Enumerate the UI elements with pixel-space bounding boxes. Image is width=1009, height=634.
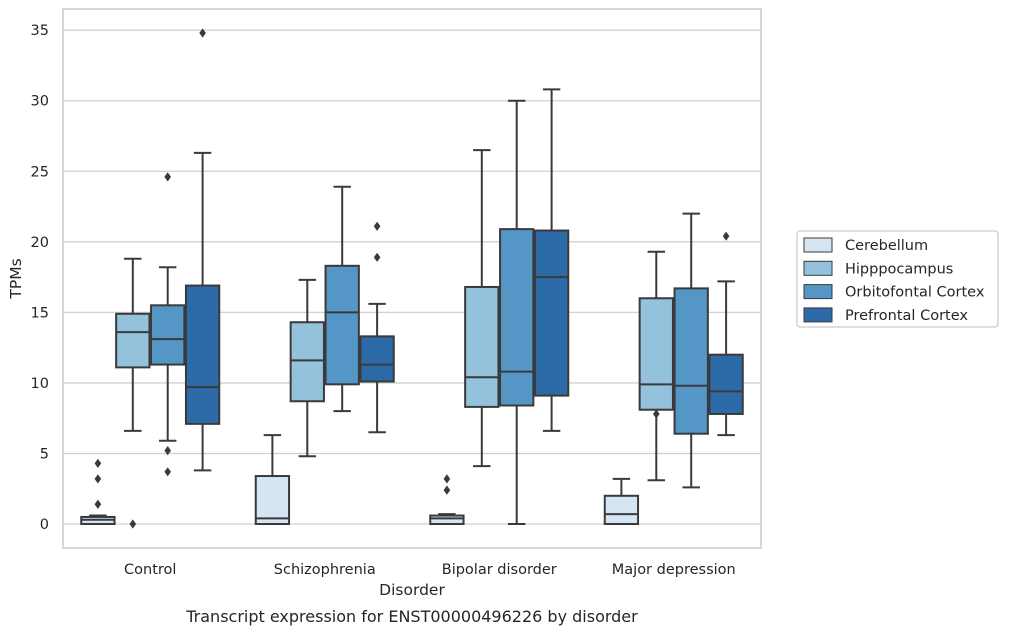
- iqr-box: [150, 304, 186, 366]
- box-series-layer: [80, 28, 744, 529]
- x-tick-label-major-depression: Major depression: [612, 562, 736, 578]
- box-orbitofontal-cortex-bipolar-disorder: [499, 99, 535, 526]
- outlier-point: [652, 409, 660, 419]
- y-tick-label: 30: [31, 94, 49, 110]
- y-axis-ticks: 0 5 10 15 20 25 30 35: [31, 23, 49, 533]
- x-tick-label-bipolar-disorder: Bipolar disorder: [442, 562, 557, 578]
- y-tick-label: 35: [31, 23, 49, 39]
- x-tick-label-schizophrenia: Schizophrenia: [274, 562, 376, 578]
- box-cerebellum-major-depression: [603, 477, 640, 526]
- iqr-box: [324, 264, 360, 386]
- legend-item-orbitofontal-cortex: Orbitofontal Cortex: [803, 284, 985, 301]
- series-hipppocampus: [115, 149, 674, 529]
- box-hipppocampus-bipolar-disorder: [464, 149, 500, 468]
- iqr-box: [533, 229, 570, 397]
- legend-item-cerebellum: Cerebellum: [803, 237, 928, 254]
- legend-label: Hipppocampus: [845, 261, 953, 277]
- iqr-box: [289, 321, 325, 403]
- outlier-point: [129, 519, 137, 529]
- box-orbitofontal-cortex-major-depression: [673, 212, 709, 489]
- iqr-box: [464, 285, 500, 408]
- iqr-box: [673, 287, 709, 435]
- outlier-point: [94, 458, 102, 468]
- x-tick-label-control: Control: [124, 562, 176, 578]
- iqr-box: [429, 514, 465, 526]
- outlier-point: [164, 446, 172, 456]
- y-tick-label: 10: [31, 376, 49, 392]
- iqr-box: [638, 297, 674, 411]
- legend-swatch: [803, 284, 833, 300]
- legend-label: Cerebellum: [845, 238, 928, 254]
- iqr-box: [115, 312, 151, 369]
- series-cerebellum: [80, 434, 640, 526]
- outlier-point: [443, 474, 451, 484]
- legend-swatch: [803, 237, 833, 253]
- box-hipppocampus-schizophrenia: [289, 278, 325, 458]
- box-hipppocampus-control: [115, 257, 151, 529]
- outlier-point: [443, 485, 451, 495]
- outlier-point: [373, 221, 381, 231]
- box-hipppocampus-major-depression: [638, 250, 674, 482]
- legend: Cerebellum Hipppocampus Orbitofontal Corte…: [796, 230, 999, 328]
- y-axis-label: TPMs: [7, 258, 25, 299]
- iqr-box: [603, 494, 640, 526]
- iqr-box: [184, 284, 221, 425]
- outlier-point: [199, 28, 206, 38]
- iqr-box: [499, 228, 535, 407]
- box-orbitofontal-cortex-control: [150, 172, 186, 477]
- box-cerebellum-control: [80, 458, 116, 526]
- legend-swatch: [803, 307, 833, 323]
- chart-caption: Transcript expression for ENST0000049622…: [185, 607, 638, 626]
- series-prefrontal-cortex: [184, 28, 744, 472]
- plot-area-frame: [62, 8, 762, 549]
- series-orbitofontal-cortex: [150, 99, 709, 526]
- legend-item-prefrontal-cortex: Prefrontal Cortex: [803, 307, 968, 324]
- legend-label: Prefrontal Cortex: [845, 308, 968, 324]
- box-cerebellum-schizophrenia: [254, 434, 291, 526]
- outlier-point: [164, 172, 172, 182]
- box-cerebellum-bipolar-disorder: [429, 474, 465, 526]
- legend-swatch: [803, 260, 833, 276]
- box-prefrontal-cortex-bipolar-disorder: [533, 88, 570, 432]
- y-tick-label: 20: [31, 235, 49, 251]
- y-tick-label: 5: [40, 446, 49, 462]
- box-prefrontal-cortex-control: [184, 28, 221, 472]
- box-orbitofontal-cortex-schizophrenia: [324, 185, 360, 413]
- legend-label: Orbitofontal Cortex: [845, 285, 985, 301]
- y-tick-label: 25: [31, 164, 49, 180]
- iqr-box: [708, 353, 744, 415]
- x-axis-ticks: Control Schizophrenia Bipolar disorder Majo…: [124, 562, 736, 578]
- outlier-point: [164, 467, 172, 477]
- outlier-point: [373, 252, 381, 262]
- legend-frame: [796, 230, 999, 328]
- x-axis-label: Disorder: [379, 581, 445, 599]
- outlier-point: [94, 474, 102, 484]
- y-tick-label: 0: [40, 517, 49, 533]
- legend-item-hipppocampus: Hipppocampus: [803, 260, 953, 277]
- iqr-box: [254, 475, 291, 526]
- iqr-box: [359, 335, 395, 383]
- y-tick-label: 15: [31, 305, 49, 321]
- outlier-point: [94, 499, 102, 509]
- outlier-point: [722, 231, 730, 241]
- box-prefrontal-cortex-schizophrenia: [359, 221, 395, 434]
- box-prefrontal-cortex-major-depression: [708, 231, 744, 437]
